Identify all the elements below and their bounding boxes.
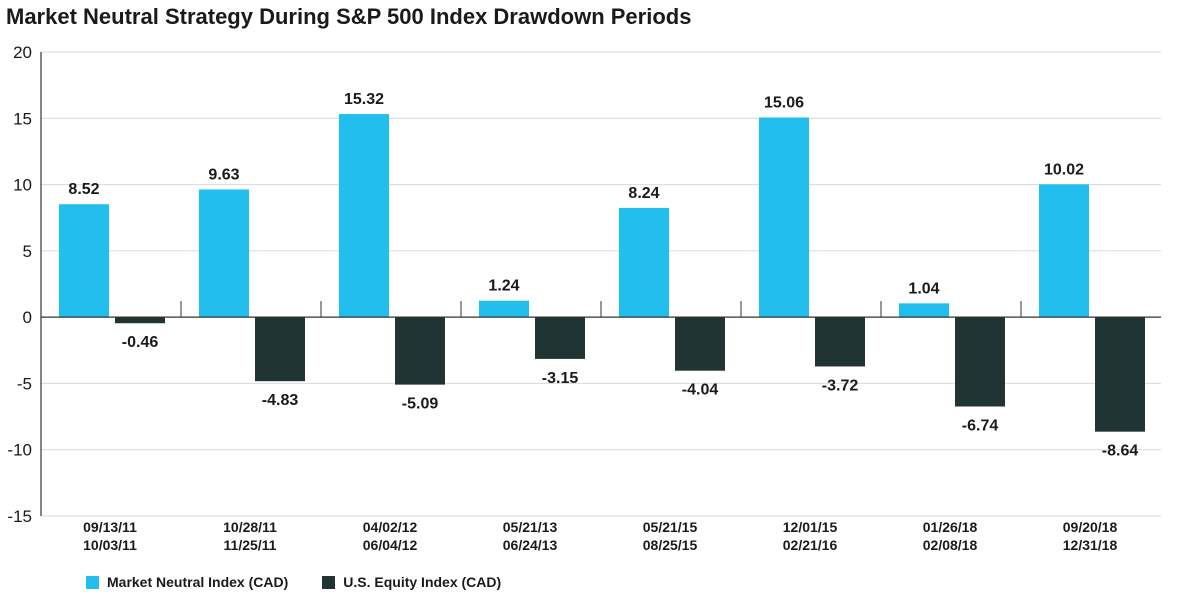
- bar-us-equity: [255, 317, 305, 382]
- y-tick-label: -5: [17, 374, 32, 393]
- data-label: -8.64: [1102, 443, 1139, 460]
- data-label: 15.06: [764, 94, 804, 111]
- x-tick-label: 02/08/18: [923, 537, 978, 553]
- data-label: -6.74: [962, 417, 999, 434]
- y-tick-label: 20: [13, 43, 32, 62]
- x-tick-label: 05/21/15: [643, 519, 698, 535]
- bar-us-equity: [955, 317, 1005, 407]
- bars: [59, 114, 1145, 432]
- bar-us-equity: [395, 317, 445, 385]
- bar-market-neutral: [619, 207, 669, 318]
- data-label: -4.83: [262, 392, 299, 409]
- x-tick-label: 06/24/13: [503, 537, 558, 553]
- data-label: -3.72: [822, 377, 859, 394]
- data-label: 8.52: [68, 181, 99, 198]
- data-label: 15.32: [344, 91, 384, 108]
- x-tick-label: 04/02/12: [363, 519, 418, 535]
- data-label: -3.15: [542, 370, 579, 387]
- bar-us-equity: [815, 317, 865, 367]
- bar-us-equity: [115, 317, 165, 324]
- legend-item-market-neutral: Market Neutral Index (CAD): [86, 574, 288, 590]
- data-label: -4.04: [682, 382, 719, 399]
- y-tick-label: 5: [23, 242, 32, 261]
- x-tick-label: 05/21/13: [503, 519, 558, 535]
- data-label: -5.09: [402, 396, 439, 413]
- legend: Market Neutral Index (CAD) U.S. Equity I…: [86, 574, 535, 590]
- bar-market-neutral: [479, 300, 529, 318]
- x-tick-label: 12/31/18: [1063, 537, 1118, 553]
- x-tick-label: 08/25/15: [643, 537, 698, 553]
- data-label: 1.24: [488, 278, 519, 295]
- legend-label-market-neutral: Market Neutral Index (CAD): [107, 574, 289, 590]
- y-tick-label: 10: [13, 176, 32, 195]
- legend-item-us-equity: U.S. Equity Index (CAD): [322, 574, 501, 590]
- y-tick-label: -15: [7, 507, 32, 526]
- bar-us-equity: [675, 317, 725, 371]
- bar-us-equity: [535, 317, 585, 359]
- data-label: 9.63: [208, 166, 239, 183]
- x-tick-label: 12/01/15: [783, 519, 838, 535]
- chart-title: Market Neutral Strategy During S&P 500 I…: [6, 4, 692, 29]
- bar-market-neutral: [1039, 184, 1089, 318]
- x-tick-label: 09/20/18: [1063, 519, 1118, 535]
- x-tick-label: 10/03/11: [83, 537, 137, 553]
- data-label: -0.46: [122, 334, 159, 351]
- x-tick-label: 11/25/11: [224, 537, 277, 553]
- y-tick-label: -10: [7, 441, 32, 460]
- y-tick-label: 15: [13, 109, 32, 128]
- x-tick-label: 10/28/11: [223, 519, 277, 535]
- legend-label-us-equity: U.S. Equity Index (CAD): [343, 574, 502, 590]
- y-tick-label: 0: [23, 308, 32, 327]
- x-tick-label: 06/04/12: [363, 537, 418, 553]
- x-tick-label: 02/21/16: [783, 537, 838, 553]
- legend-swatch-market-neutral: [86, 575, 99, 589]
- bar-market-neutral: [199, 189, 249, 318]
- labels: 20 15 10 5 0 -5 -10 -15 8.52 9.63 15.32 1.24 8.24 15.…: [7, 43, 1138, 553]
- x-tick-label: 01/26/18: [923, 519, 978, 535]
- legend-swatch-us-equity: [322, 575, 336, 589]
- bar-market-neutral: [59, 204, 109, 318]
- data-label: 10.02: [1044, 161, 1084, 178]
- bar-market-neutral: [899, 303, 949, 318]
- data-label: 8.24: [628, 185, 659, 202]
- bar-market-neutral: [339, 114, 389, 318]
- bar-market-neutral: [759, 117, 809, 318]
- x-tick-label: 09/13/11: [83, 519, 137, 535]
- data-label: 1.04: [908, 280, 939, 297]
- axes: [40, 52, 1161, 516]
- bar-us-equity: [1095, 317, 1145, 432]
